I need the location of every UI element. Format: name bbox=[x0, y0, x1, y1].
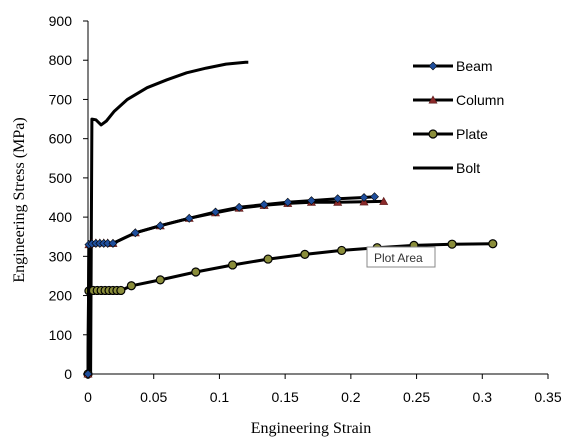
data-point-beam bbox=[234, 202, 244, 212]
data-point-plate bbox=[337, 245, 347, 256]
x-tick-label: 0.2 bbox=[341, 389, 361, 405]
plot-area-tooltip: Plot Area bbox=[366, 246, 436, 268]
y-tick-label: 700 bbox=[49, 91, 73, 107]
y-tick-label: 600 bbox=[49, 131, 73, 147]
data-point-beam bbox=[333, 194, 343, 204]
data-point-beam bbox=[83, 369, 93, 379]
legend-item-plate: Plate bbox=[413, 126, 488, 142]
x-tick-label: 0.35 bbox=[534, 389, 561, 405]
data-point-column bbox=[379, 196, 389, 205]
y-tick-label: 100 bbox=[49, 327, 73, 343]
plot-area-tooltip-text: Plot Area bbox=[374, 251, 423, 265]
data-point-beam bbox=[184, 213, 194, 223]
data-point-beam bbox=[108, 238, 118, 248]
y-tick-label: 200 bbox=[49, 288, 73, 304]
x-tick-label: 0.25 bbox=[403, 389, 430, 405]
x-tick-label: 0.05 bbox=[140, 389, 167, 405]
data-point-beam bbox=[283, 197, 293, 207]
y-tick-label: 900 bbox=[49, 13, 73, 29]
legend-label-beam: Beam bbox=[456, 58, 493, 74]
data-point-beam bbox=[359, 193, 369, 202]
y-tick-label: 400 bbox=[49, 209, 73, 225]
legend-label-bolt: Bolt bbox=[456, 160, 480, 176]
y-axis-title: Engineering Stress (MPa) bbox=[11, 117, 28, 282]
legend-label-column: Column bbox=[456, 92, 504, 108]
x-tick-label: 0.15 bbox=[272, 389, 299, 405]
x-axis-title: Engineering Strain bbox=[251, 420, 371, 437]
legend-item-bolt: Bolt bbox=[413, 160, 480, 176]
y-tick-label: 500 bbox=[49, 170, 73, 186]
legend-marker-column bbox=[428, 95, 438, 104]
data-point-plate bbox=[155, 275, 165, 285]
y-tick-label: 0 bbox=[64, 366, 72, 382]
legend-label-plate: Plate bbox=[456, 126, 488, 142]
y-tick-label: 800 bbox=[49, 52, 73, 68]
data-point-beam bbox=[307, 196, 316, 206]
data-point-beam bbox=[155, 221, 165, 231]
data-point-plate bbox=[447, 239, 457, 249]
series-group bbox=[83, 60, 498, 379]
series-bolt bbox=[88, 60, 249, 376]
x-tick-label: 0.3 bbox=[473, 389, 493, 405]
legend: Beam Column Plate Bolt bbox=[413, 58, 504, 176]
x-tick-label: 0.1 bbox=[210, 389, 230, 405]
data-point-plate bbox=[300, 249, 310, 259]
data-point-beam bbox=[211, 207, 220, 217]
data-point-plate bbox=[263, 254, 273, 264]
series-beam bbox=[83, 192, 379, 379]
series-plate bbox=[83, 239, 498, 379]
data-point-beam bbox=[259, 200, 269, 209]
data-point-beam bbox=[130, 228, 140, 238]
legend-item-column: Column bbox=[413, 92, 504, 108]
data-point-plate bbox=[227, 260, 238, 270]
data-point-plate bbox=[116, 285, 126, 296]
x-tick-label: 0 bbox=[84, 389, 92, 405]
legend-marker-beam bbox=[428, 61, 438, 71]
data-point-plate bbox=[488, 239, 498, 249]
legend-marker-plate bbox=[428, 129, 438, 139]
y-tick-label: 300 bbox=[49, 248, 73, 264]
plot-area-tooltip-box bbox=[366, 246, 436, 268]
legend-item-beam: Beam bbox=[413, 58, 493, 74]
data-point-beam bbox=[370, 192, 379, 202]
series-line-bolt bbox=[88, 60, 249, 376]
data-point-plate bbox=[126, 281, 136, 291]
data-point-plate bbox=[191, 267, 201, 277]
axes-group: 0 0.05 0.1 0.15 0.2 0.25 0.3 0.35 0 100 200 300 400 5… bbox=[49, 13, 562, 405]
